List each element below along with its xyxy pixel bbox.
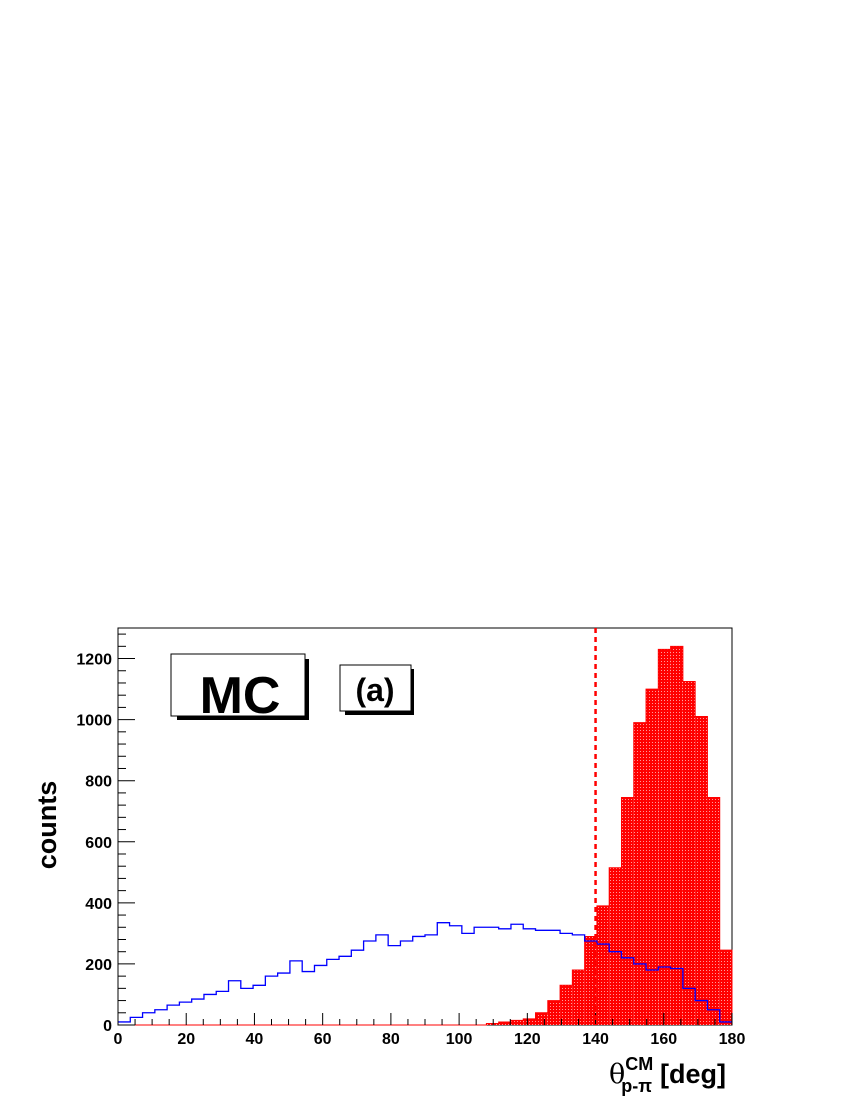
filled-histogram-bar — [682, 681, 696, 1025]
x-tick-label: 160 — [650, 1031, 677, 1048]
filled-histogram-bar — [609, 867, 622, 1025]
y-tick-label: 400 — [85, 896, 112, 913]
x-tick-label: 0 — [114, 1031, 123, 1048]
filled-histogram-bar — [510, 1020, 524, 1025]
mc-label-box: MC — [170, 653, 309, 725]
x-tick-label: 180 — [719, 1031, 746, 1048]
x-tick-label: 80 — [382, 1031, 400, 1048]
filled-histogram-bar — [621, 797, 634, 1025]
y-tick-label: 800 — [85, 774, 112, 791]
x-tick-label: 100 — [446, 1031, 473, 1048]
filled-histogram-bar — [695, 716, 708, 1025]
filled-histogram-bar — [596, 905, 610, 1025]
y-tick-label: 600 — [85, 835, 112, 852]
y-tick-label: 1200 — [76, 652, 112, 669]
filled-histogram-bar — [670, 646, 683, 1025]
x-axis-title-superscript: CM — [625, 1054, 653, 1074]
filled-histogram-bar — [584, 936, 597, 1025]
y-axis-title: counts — [32, 781, 62, 870]
ticks-layer: 0 20 40 60 80 100 120 140 160 180 0 200 400 600 800 100… — [76, 633, 746, 1048]
panel-label-box: (a) — [339, 664, 414, 715]
y-tick-label: 200 — [85, 957, 112, 974]
x-tick-label: 20 — [177, 1031, 195, 1048]
outline-series-layer — [118, 922, 732, 1023]
filled-histogram-bar — [535, 1012, 548, 1025]
filled-histogram-bar — [560, 985, 573, 1025]
filled-histogram-bar — [658, 649, 671, 1025]
filled-histogram-bar — [547, 1000, 561, 1025]
filled-histogram-bar — [646, 689, 659, 1025]
x-axis-title: θCM p-π [deg] — [609, 1054, 726, 1096]
filled-histogram-bar — [523, 1018, 536, 1025]
filled-histogram-bar — [498, 1021, 511, 1025]
outline-histogram-line — [118, 922, 732, 1023]
x-tick-label: 120 — [514, 1031, 541, 1048]
filled-series-layer — [118, 645, 733, 1026]
x-axis-title-subscript: p-π — [621, 1076, 652, 1096]
x-axis-title-symbol: θ — [609, 1059, 625, 1090]
filled-histogram-bar — [486, 1023, 499, 1025]
x-tick-label: 40 — [246, 1031, 264, 1048]
x-axis-title-unit: [deg] — [660, 1059, 726, 1089]
x-tick-label: 140 — [582, 1031, 609, 1048]
filled-histogram-bar — [633, 722, 647, 1025]
filled-histogram-bar — [707, 797, 720, 1025]
x-tick-label: 60 — [314, 1031, 332, 1048]
filled-histogram-bar — [719, 950, 732, 1025]
filled-histogram-outline — [118, 645, 733, 1026]
filled-histogram-bar — [572, 970, 585, 1025]
y-tick-label: 0 — [103, 1018, 112, 1035]
mc-label: MC — [200, 667, 281, 725]
panel-label: (a) — [355, 672, 394, 708]
y-tick-label: 1000 — [76, 713, 112, 730]
